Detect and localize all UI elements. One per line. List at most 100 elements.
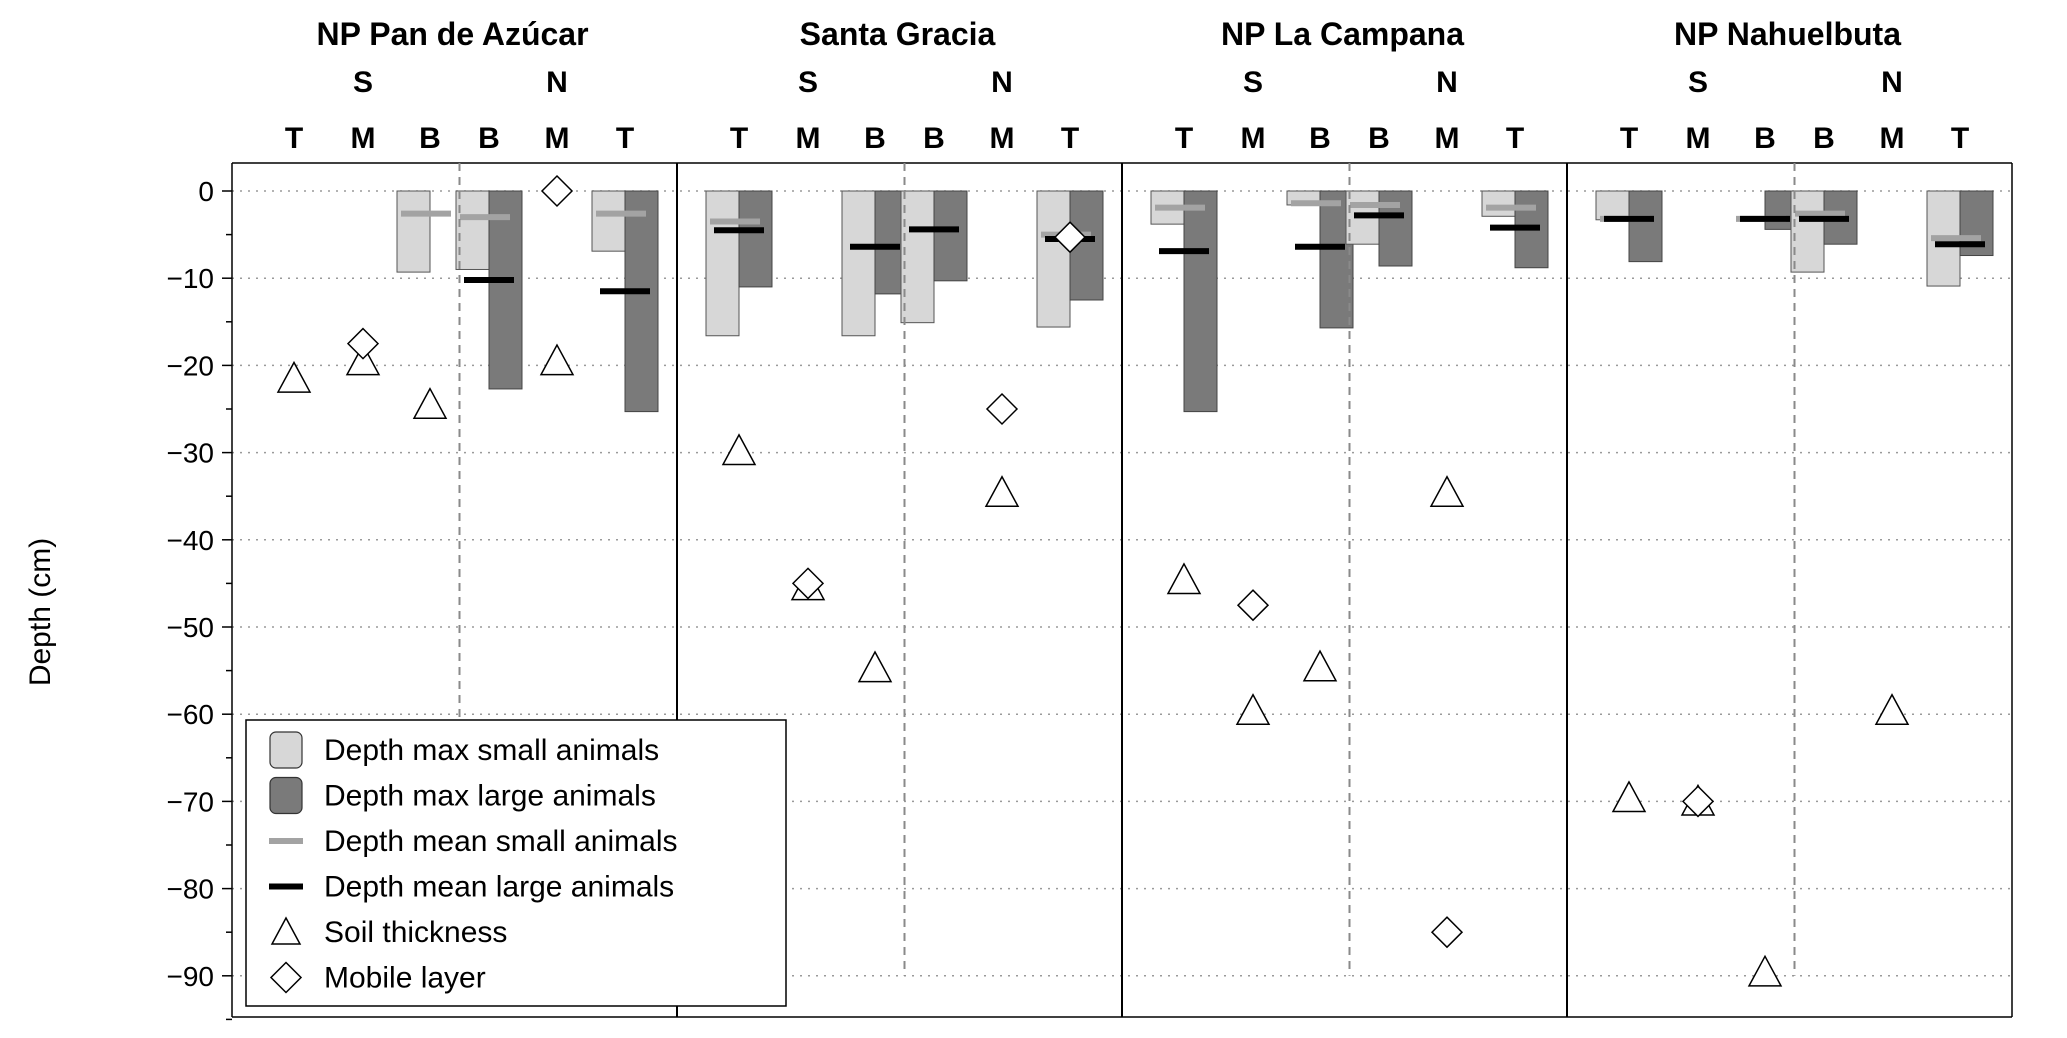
position-label: B — [923, 122, 945, 155]
soil-thickness-marker — [1611, 780, 1647, 813]
bar-depth-max-large — [1628, 190, 1663, 263]
mobile-layer-marker — [1430, 916, 1464, 949]
soil-thickness-marker — [1429, 475, 1465, 508]
position-label: M — [351, 122, 376, 155]
y-tick-label: −80 — [167, 874, 215, 905]
bar-depth-max-large — [933, 190, 968, 282]
soil-thickness-marker — [539, 343, 575, 376]
aspect-label: S — [353, 66, 373, 99]
legend-swatch-soil — [270, 916, 302, 945]
soil-thickness-marker — [1747, 954, 1783, 987]
bar-depth-max-small — [396, 190, 431, 273]
soil-thickness-marker — [1874, 693, 1910, 726]
mobile-layer-marker — [985, 392, 1019, 426]
position-label: B — [1813, 122, 1835, 155]
mobile-layer-marker — [791, 567, 825, 600]
soil-thickness-marker — [1166, 562, 1202, 595]
site-title: Santa Gracia — [800, 16, 996, 52]
site-title: NP Nahuelbuta — [1674, 16, 1901, 52]
position-label: M — [796, 122, 821, 155]
position-label: B — [478, 122, 500, 155]
site-title: NP Pan de Azúcar — [316, 16, 588, 52]
legend-swatch-max-small — [269, 731, 303, 769]
legend-label: Depth mean small animals — [324, 825, 677, 858]
position-label: B — [419, 122, 441, 155]
bar-depth-max-large — [624, 190, 659, 413]
mobile-layer-marker — [1236, 589, 1270, 622]
position-label: M — [1880, 122, 1905, 155]
legend-swatch-mobile — [269, 961, 303, 994]
bar-depth-max-small — [1595, 190, 1630, 221]
position-label: T — [730, 122, 748, 155]
y-tick-label: −50 — [167, 612, 215, 643]
aspect-label: N — [1881, 66, 1903, 99]
position-label: B — [1309, 122, 1331, 155]
position-label: T — [616, 122, 634, 155]
legend-label: Soil thickness — [324, 916, 507, 949]
bar-depth-max-small — [900, 190, 935, 324]
soil-thickness-marker — [857, 650, 893, 683]
position-label: B — [1368, 122, 1390, 155]
y-tick-label: −90 — [167, 961, 215, 992]
position-label: T — [1951, 122, 1969, 155]
soil-thickness-marker — [984, 475, 1020, 508]
bar-depth-max-small — [455, 190, 490, 270]
bar-depth-max-small — [1481, 190, 1516, 217]
position-label: B — [1754, 122, 1776, 155]
bar-depth-max-small — [841, 190, 876, 337]
legend-label: Depth max large animals — [324, 780, 656, 813]
aspect-label: S — [1688, 66, 1708, 99]
y-tick-label: −60 — [167, 699, 215, 730]
position-label: M — [1435, 122, 1460, 155]
legend-label: Mobile layer — [324, 962, 486, 995]
y-tick-label: −40 — [167, 525, 215, 556]
mobile-layer-marker — [346, 327, 380, 360]
soil-thickness-marker — [345, 343, 381, 376]
y-tick-label: −20 — [167, 350, 215, 381]
mobile-layer-marker — [1053, 221, 1087, 254]
site-title: NP La Campana — [1221, 16, 1464, 52]
aspect-label: N — [991, 66, 1013, 99]
soil-thickness-marker — [1235, 693, 1271, 726]
bar-depth-max-large — [1183, 190, 1218, 413]
point-markers — [276, 174, 1910, 987]
mean-markers — [401, 200, 1985, 295]
position-label: T — [285, 122, 303, 155]
bar-depth-max-small — [1036, 190, 1071, 328]
position-label: T — [1506, 122, 1524, 155]
y-tick-label: −30 — [167, 438, 215, 469]
bar-depth-max-large — [488, 190, 523, 390]
aspect-label: N — [546, 66, 568, 99]
legend-box — [245, 719, 787, 1007]
bar-depth-max-large — [738, 190, 773, 288]
position-label: M — [990, 122, 1015, 155]
aspect-label: N — [1436, 66, 1458, 99]
legend-label: Depth mean large animals — [324, 871, 674, 904]
position-label: M — [1686, 122, 1711, 155]
soil-thickness-marker — [412, 387, 448, 419]
y-tick-label: −70 — [167, 786, 215, 817]
mobile-layer-marker — [540, 174, 574, 208]
soil-thickness-marker — [1302, 649, 1338, 682]
position-label: B — [864, 122, 886, 155]
mobile-layer-marker — [1681, 785, 1715, 818]
labels: 0 −10 −20 −30 −40 −50 −60 −70 −80 −90 Depth (cm) NP… — [24, 16, 1969, 992]
y-axis-title: Depth (cm) — [24, 538, 57, 686]
position-label: T — [1175, 122, 1193, 155]
position-label: T — [1620, 122, 1638, 155]
y-tick-label: −10 — [167, 263, 215, 294]
soil-thickness-marker — [276, 360, 312, 393]
position-label: T — [1061, 122, 1079, 155]
position-label: M — [545, 122, 570, 155]
bar-depth-max-small — [1790, 190, 1825, 273]
aspect-label: S — [798, 66, 818, 99]
legend-label: Depth max small animals — [324, 734, 659, 767]
legend: Depth max small animals Depth max large a… — [245, 719, 787, 1007]
bar-depth-max-small — [705, 190, 740, 337]
y-tick-label: 0 — [198, 176, 214, 207]
bar-depth-max-small — [591, 190, 626, 252]
legend-swatch-max-large — [269, 776, 303, 815]
aspect-label: S — [1243, 66, 1263, 99]
bars — [396, 190, 1994, 413]
